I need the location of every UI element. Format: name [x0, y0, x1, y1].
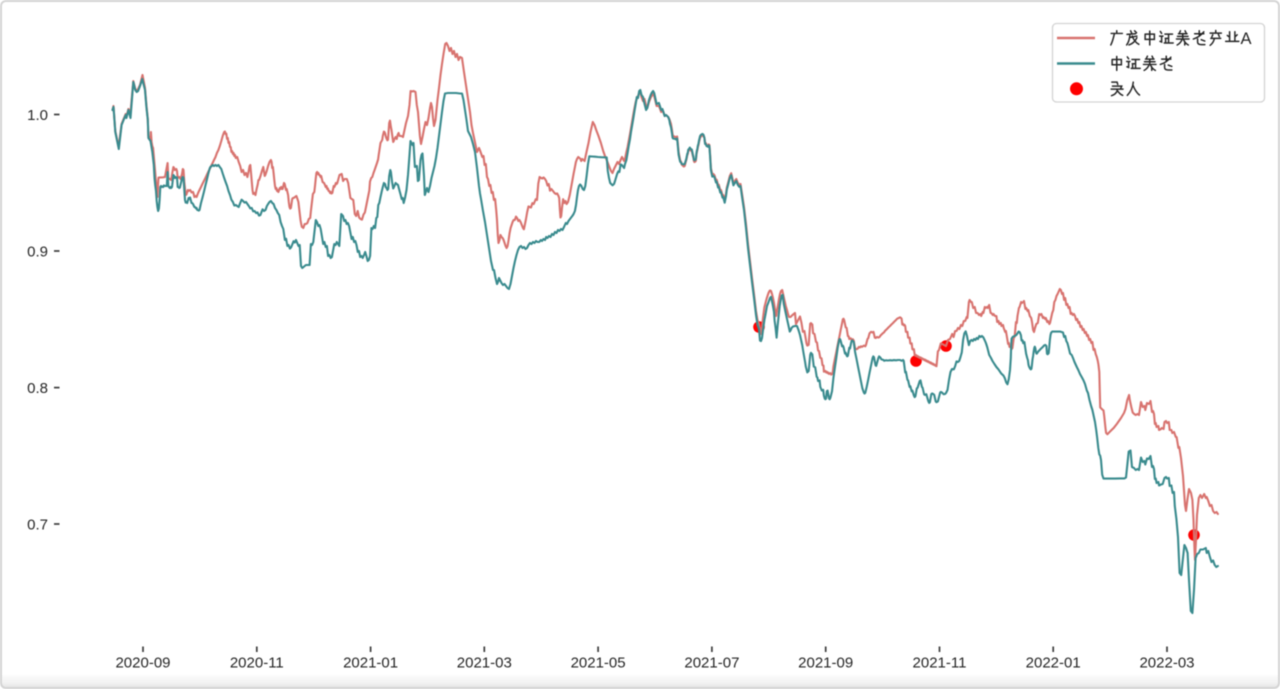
svg-text:2021-05: 2021-05 — [571, 655, 626, 672]
svg-text:2021-03: 2021-03 — [457, 655, 512, 672]
svg-text:2021-01: 2021-01 — [343, 655, 398, 672]
svg-text:0.9: 0.9 — [27, 243, 48, 260]
svg-text:2022-03: 2022-03 — [1139, 655, 1194, 672]
svg-text:2020-09: 2020-09 — [115, 655, 170, 672]
svg-text:0.8: 0.8 — [27, 380, 48, 397]
svg-text:2021-09: 2021-09 — [798, 655, 853, 672]
svg-text:2020-11: 2020-11 — [230, 655, 284, 672]
svg-text:2021-07: 2021-07 — [684, 655, 739, 672]
svg-text:2022-01: 2022-01 — [1026, 655, 1081, 672]
svg-text:A: A — [1241, 30, 1252, 48]
svg-text:2021-11: 2021-11 — [913, 655, 967, 672]
svg-text:0.7: 0.7 — [27, 516, 48, 533]
svg-text:1.0: 1.0 — [27, 107, 48, 124]
